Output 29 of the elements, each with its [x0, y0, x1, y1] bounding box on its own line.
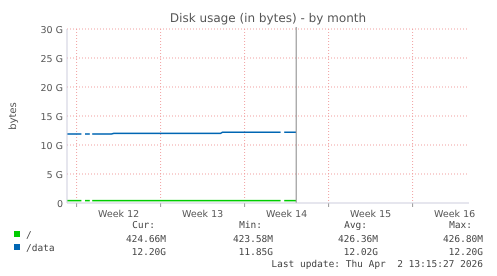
- y-tick-label: 25 G: [40, 54, 63, 65]
- x-tick-label: Week 14: [266, 209, 308, 220]
- y-tick-label: 20 G: [40, 83, 63, 94]
- text: 426.36M: [338, 234, 378, 245]
- y-tick-label: 0: [56, 199, 63, 210]
- y-axis-title: bytes: [8, 102, 19, 130]
- legend-label: /: [26, 230, 32, 241]
- text: Min:: [239, 220, 262, 231]
- x-tick-label: Week 15: [350, 209, 392, 220]
- text: Last update: Thu Apr 2 13:15:27 2026: [271, 259, 484, 270]
- x-tick-label: Week 12: [98, 209, 140, 220]
- text: 11.85G: [238, 247, 274, 258]
- y-tick-label: 5 G: [46, 170, 63, 181]
- y-tick-label: 15 G: [40, 112, 63, 123]
- y-tick-label: 30 G: [40, 25, 63, 36]
- text: Cur:: [132, 220, 155, 231]
- text: 423.58M: [232, 234, 274, 245]
- text: 12.02G: [344, 247, 378, 258]
- legend-label: /data: [26, 243, 55, 254]
- text: Max:: [449, 220, 472, 231]
- text: 424.66M: [126, 234, 166, 245]
- chart-title: Disk usage (in bytes) - by month: [170, 11, 366, 25]
- text: 12.20G: [132, 247, 166, 258]
- text: 12.20G: [448, 247, 484, 258]
- x-tick-label: Week 16: [434, 209, 476, 220]
- y-tick-label: 10 G: [40, 141, 63, 152]
- x-tick-label: Week 13: [182, 209, 224, 220]
- text: Avg:: [344, 220, 367, 231]
- text: 426.80M: [442, 234, 484, 245]
